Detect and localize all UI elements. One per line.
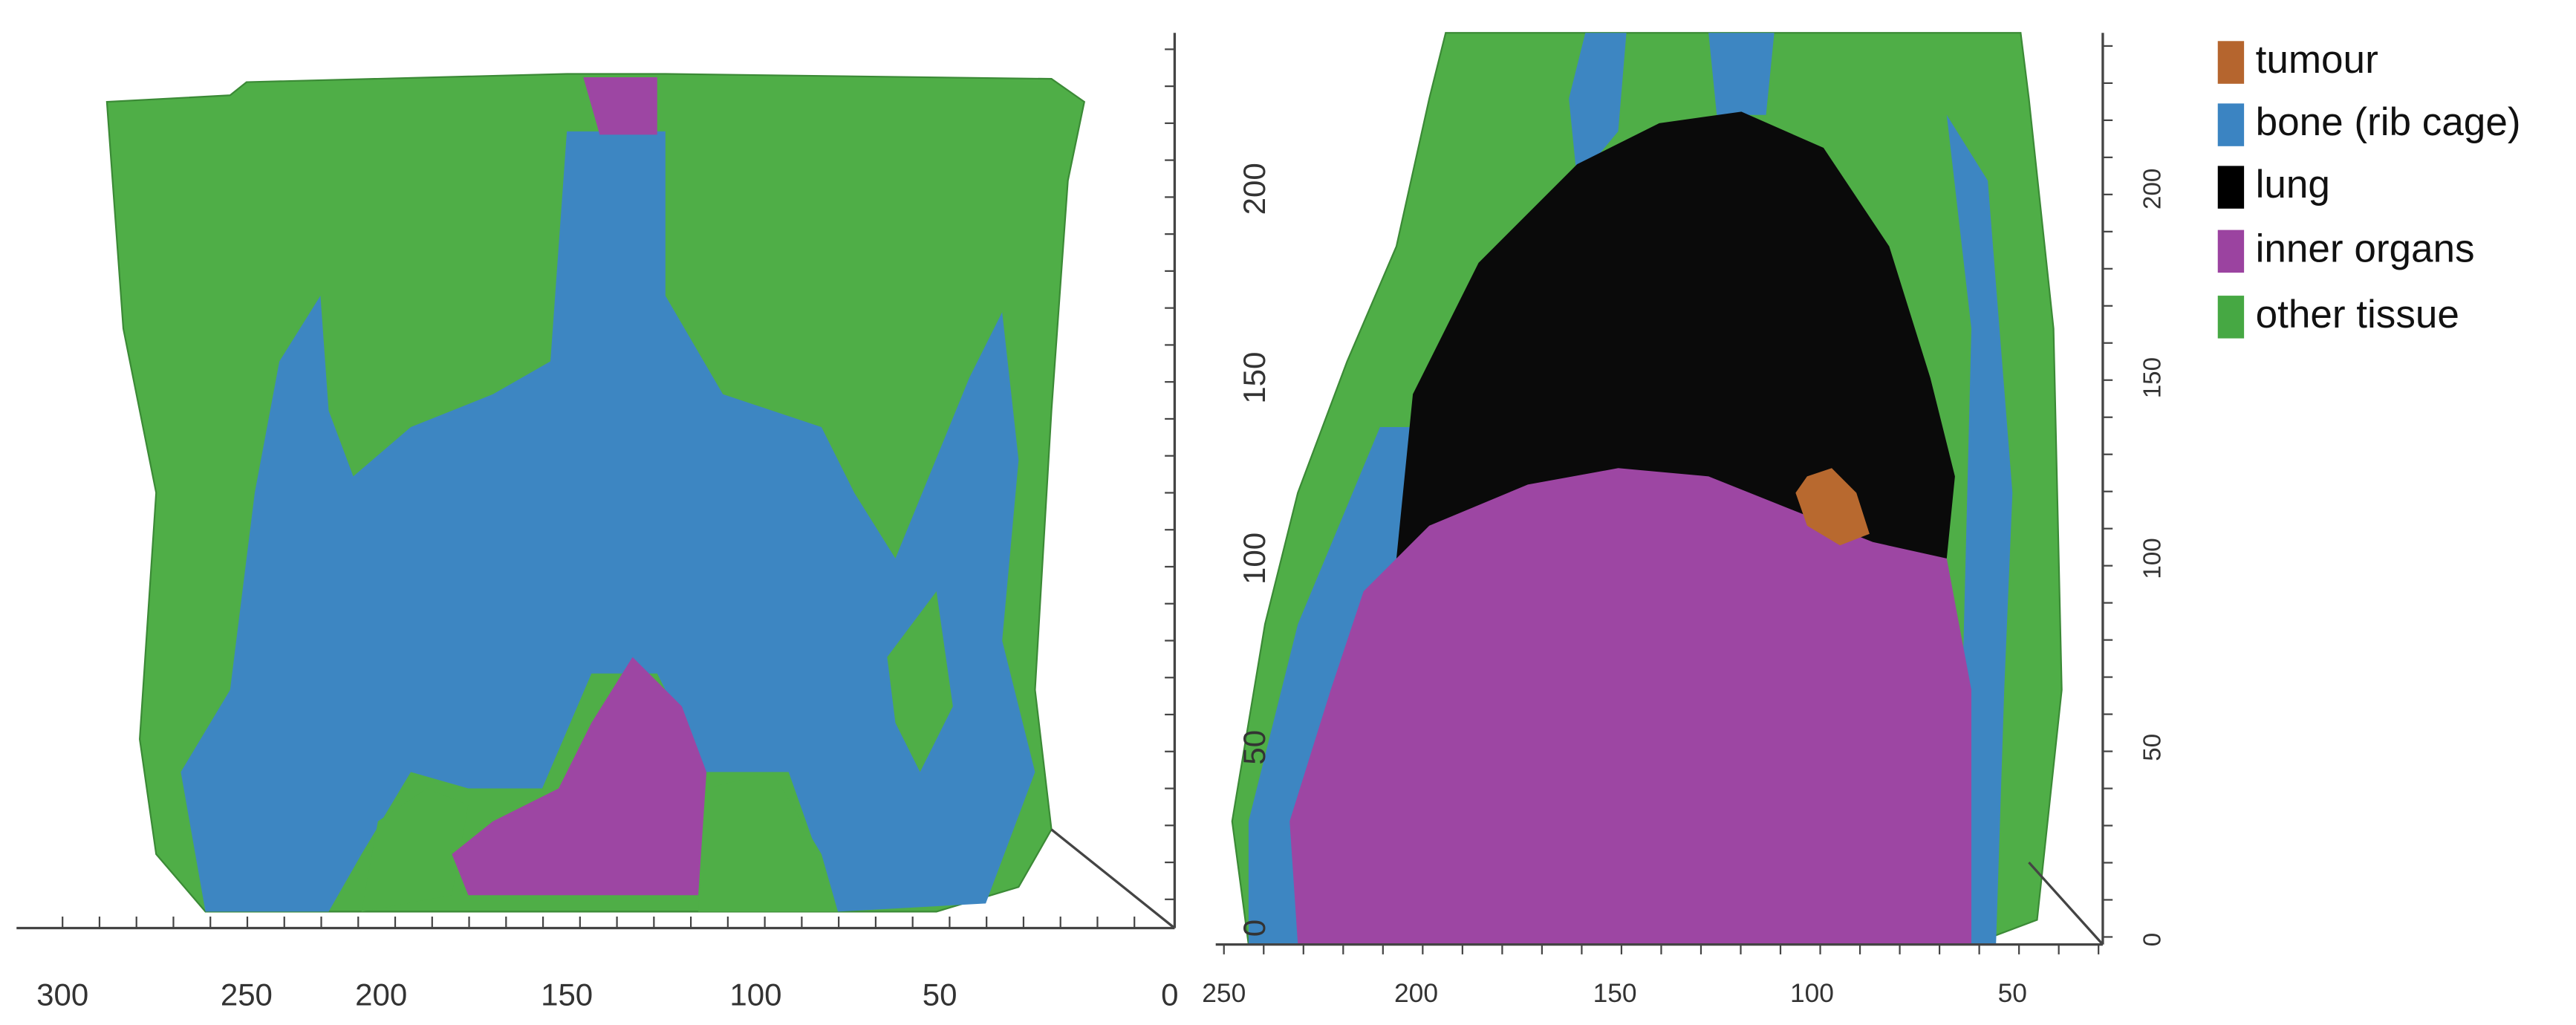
tick-label: 250 xyxy=(1202,979,1246,1008)
tick-label: 150 xyxy=(541,977,593,1012)
tick-label: 200 xyxy=(1237,163,1272,215)
tick-label: 200 xyxy=(355,977,407,1012)
legend-swatch xyxy=(2217,230,2245,273)
tick-label: 100 xyxy=(1790,979,1834,1008)
tick-label: 50 xyxy=(1998,979,2027,1008)
tick-label: 50 xyxy=(2138,734,2166,761)
tick-label: 100 xyxy=(1237,533,1272,585)
tick-label: 100 xyxy=(2138,538,2166,579)
tick-label: 0 xyxy=(2138,933,2166,946)
tick-label: 200 xyxy=(2138,169,2166,209)
tick-label: 50 xyxy=(923,977,957,1012)
legend: tumour bone (rib cage) lung inner organs oth… xyxy=(2217,38,2521,339)
tick-label: 0 xyxy=(1237,920,1272,937)
legend-swatch xyxy=(2217,41,2245,84)
legend-swatch xyxy=(2217,103,2245,146)
right-left-labels: 200 150 100 50 0 xyxy=(1237,163,1272,937)
tick-label: 150 xyxy=(1593,979,1637,1008)
right-right-labels: 200 150 100 50 0 xyxy=(2138,169,2166,947)
tick-label: 150 xyxy=(2138,357,2166,398)
tick-label: 200 xyxy=(1394,979,1438,1008)
legend-label: other tissue xyxy=(2256,293,2459,336)
right-mesh xyxy=(1231,32,2063,946)
tick-label: 0 xyxy=(1161,977,1178,1012)
left-mesh xyxy=(105,73,1086,913)
tick-label: 150 xyxy=(1237,352,1272,404)
legend-swatch xyxy=(2217,166,2245,209)
legend-swatch xyxy=(2217,296,2245,339)
tick-label: 100 xyxy=(729,977,781,1012)
tick-label: 250 xyxy=(221,977,273,1012)
left-x-labels: 300 250 200 150 100 50 0 xyxy=(36,977,1178,1012)
tick-label: 50 xyxy=(1237,730,1272,765)
legend-label: inner organs xyxy=(2256,227,2475,270)
legend-label: tumour xyxy=(2256,38,2378,82)
legend-label: bone (rib cage) xyxy=(2256,100,2521,144)
axes xyxy=(16,33,2113,954)
right-bottom-labels: 250 200 150 100 50 xyxy=(1202,979,2027,1008)
legend-label: lung xyxy=(2256,163,2330,206)
tick-label: 300 xyxy=(36,977,88,1012)
